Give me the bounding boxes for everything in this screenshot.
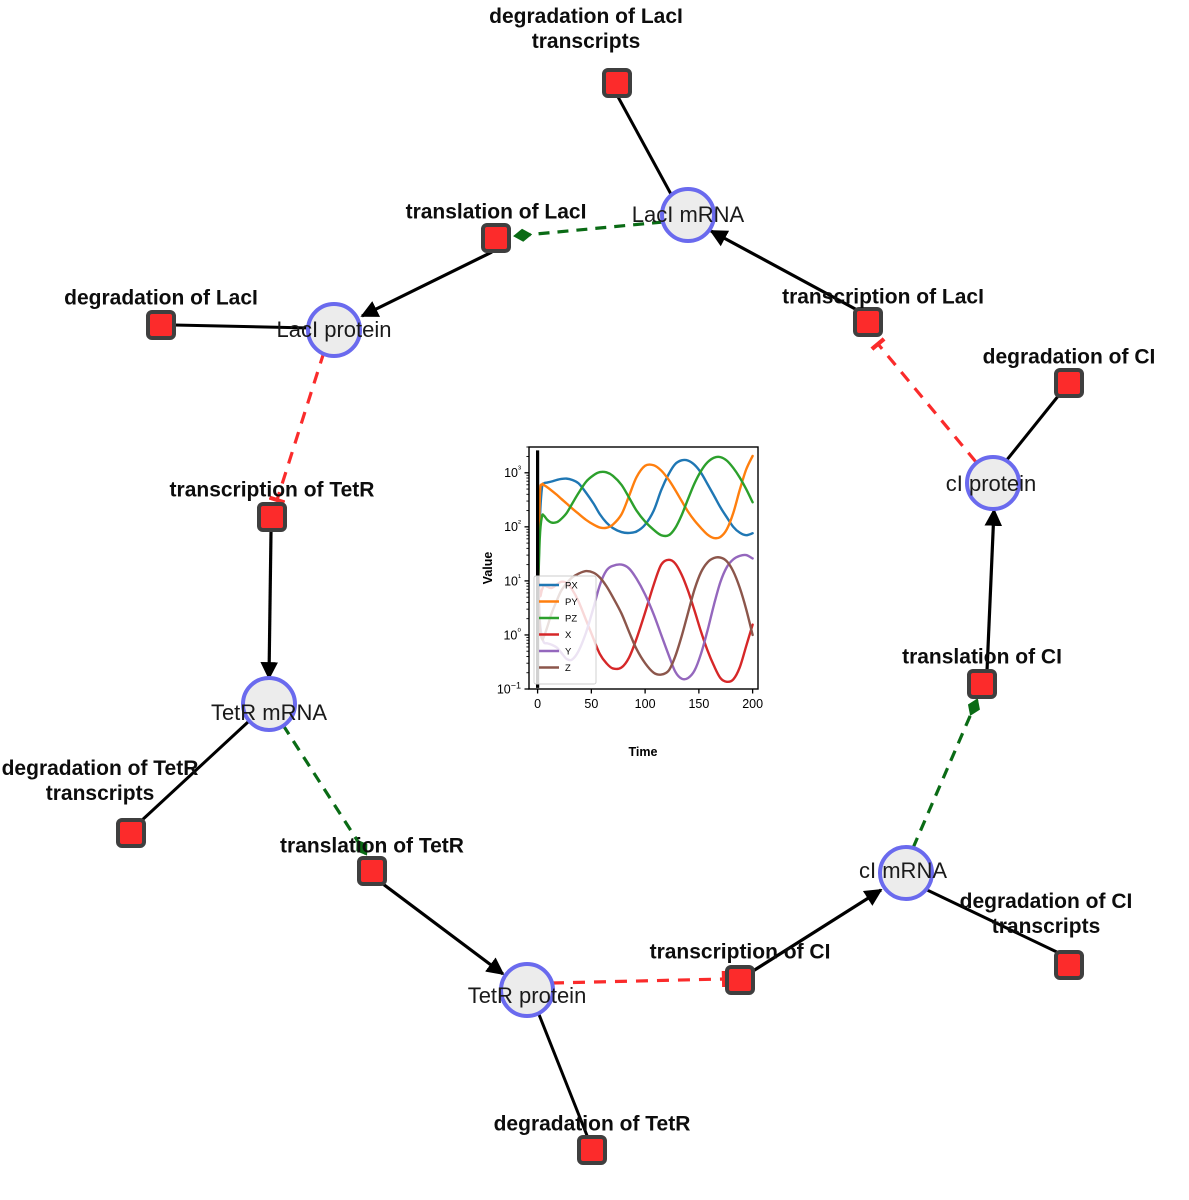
edge-deg-ci: [1004, 394, 1061, 462]
ytick-label: 10³: [504, 464, 521, 480]
edge-tetr-mrna-activates-translation: [281, 724, 368, 856]
species-node-tetr-mrna[interactable]: [241, 676, 297, 732]
edge-tx-laci-to-laci-mrna: [709, 229, 860, 313]
edge-deg-laci-tx: [615, 94, 674, 197]
series-line-py: [536, 454, 754, 611]
xtick-label: 150: [688, 697, 709, 711]
edge-ci-mrna-activates-translation: [911, 698, 980, 849]
series-line-px: [536, 458, 754, 611]
reaction-node-degradation-of-tetr-transcripts[interactable]: [116, 818, 146, 848]
edge-trl-tetr-to-tetr-protein: [382, 882, 505, 976]
species-node-ci-mrna[interactable]: [878, 845, 934, 901]
edge-deg-tetr: [536, 1011, 590, 1139]
edge-ci-protein-inhibits-tx-laci: [870, 337, 978, 464]
reaction-node-transcription-of-tetr[interactable]: [257, 502, 287, 532]
legend-label-py: PY: [565, 597, 578, 608]
plot-legend: PX PY PZ XYZ: [533, 575, 597, 685]
reaction-node-transcription-of-laci[interactable]: [853, 307, 883, 337]
reaction-node-translation-of-ci[interactable]: [967, 669, 997, 699]
species-node-ci-protein[interactable]: [965, 455, 1021, 511]
species-nodes-layer: [241, 187, 1021, 1018]
plot-ylabel: Value: [481, 552, 495, 585]
edge-tx-tetr-to-tetr-mrna: [260, 531, 279, 680]
legend-label-y: Y: [565, 647, 572, 658]
reaction-node-degradation-of-tetr[interactable]: [577, 1135, 607, 1165]
edge-trl-laci-to-laci-protein: [360, 250, 493, 318]
edge-tetr-protein-inhibits-tx-ci: [551, 970, 727, 988]
reaction-nodes-layer: [116, 68, 1084, 1165]
xtick-label: 200: [742, 697, 763, 711]
xtick-label: 0: [534, 697, 541, 711]
edge-tx-ci-to-ci-mrna: [752, 888, 883, 973]
legend-label-z: Z: [565, 663, 571, 674]
species-node-laci-mrna[interactable]: [660, 187, 716, 243]
inset-timeseries-plot: 0 50 100 150 200 10−1 10⁰ 10¹ 10² 10³ PX PY PZ X Y Z T…: [478, 438, 774, 764]
edge-trl-ci-to-ci-protein: [984, 508, 1003, 672]
edge-deg-ci-tx: [922, 886, 1062, 956]
xtick-label: 50: [584, 697, 598, 711]
reaction-node-transcription-of-ci[interactable]: [725, 965, 755, 995]
reaction-node-degradation-of-laci[interactable]: [146, 310, 176, 340]
edges-layer: [138, 94, 1062, 1139]
species-node-laci-protein[interactable]: [306, 302, 362, 358]
reaction-node-degradation-of-ci[interactable]: [1054, 368, 1084, 398]
ytick-label: 10¹: [504, 572, 521, 588]
legend-label-x: X: [565, 630, 572, 641]
series-line-pz: [536, 455, 754, 611]
legend-label-pz: PZ: [565, 614, 577, 625]
edge-deg-tetr-tx: [138, 720, 250, 824]
xtick-label: 100: [635, 697, 656, 711]
reaction-node-degradation-of-laci-transcripts[interactable]: [602, 68, 632, 98]
legend-label-px: PX: [565, 581, 578, 592]
reaction-node-translation-of-tetr[interactable]: [357, 856, 387, 886]
species-node-tetr-protein[interactable]: [499, 962, 555, 1018]
ytick-label: 10²: [504, 518, 521, 534]
plot-xlabel: Time: [629, 745, 658, 759]
edge-laci-mrna-activates-translation: [513, 220, 664, 242]
reaction-node-translation-of-laci[interactable]: [481, 223, 511, 253]
edge-laci-protein-inhibits-tx-tetr: [268, 351, 326, 505]
edge-deg-laci: [173, 323, 311, 330]
reaction-node-degradation-of-ci-transcripts[interactable]: [1054, 950, 1084, 980]
ytick-label: 10⁰: [503, 626, 521, 642]
